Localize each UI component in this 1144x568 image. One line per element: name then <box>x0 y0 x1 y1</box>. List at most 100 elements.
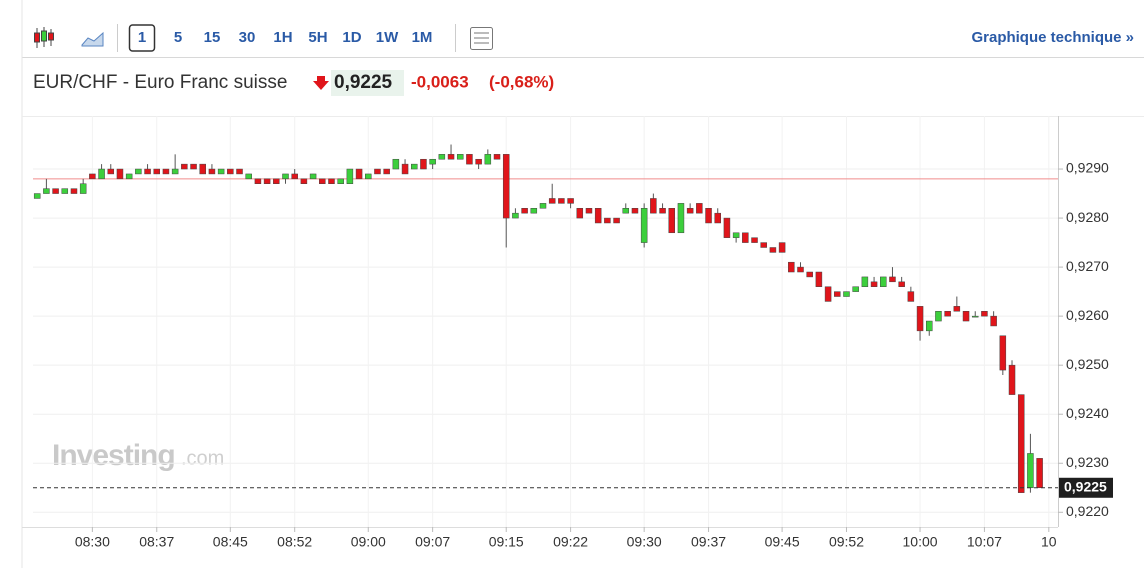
candle-icon[interactable] <box>34 27 54 48</box>
interval-button[interactable]: 15 <box>204 29 221 46</box>
candle-body <box>125 173 133 180</box>
last-price: 0,9225 <box>334 72 393 93</box>
interval-buttons: 1 5 15 30 1H 5H 1D 1W 1M <box>138 29 433 46</box>
candle-body <box>907 291 915 302</box>
candle-body <box>116 168 124 180</box>
candle-body <box>539 203 547 209</box>
candle-body <box>558 198 565 204</box>
candle-body <box>263 178 271 184</box>
candle-body <box>723 217 731 238</box>
candle-body <box>429 158 436 165</box>
down-arrow <box>313 76 329 90</box>
y-tick-label: 0,9230 <box>1066 454 1109 470</box>
candle-body <box>585 208 593 214</box>
x-tick-label: 09:37 <box>691 534 726 550</box>
candle-body <box>52 188 59 194</box>
candle-body <box>291 173 298 180</box>
candle-body <box>217 168 225 175</box>
candle-body <box>962 310 970 322</box>
candle-body <box>659 208 666 214</box>
candle-body <box>668 208 675 234</box>
candle-body <box>696 203 703 214</box>
candle-body <box>401 163 409 175</box>
interval-button[interactable]: 5H <box>308 29 327 46</box>
candle-body <box>273 178 280 184</box>
interval-button[interactable]: 1 <box>138 29 146 46</box>
x-tick-label: 10:07 <box>967 534 1002 550</box>
candle-body <box>346 168 354 184</box>
candle-body <box>337 178 344 184</box>
candle-body <box>190 163 197 170</box>
y-tick-label: 0,9220 <box>1066 503 1109 519</box>
candle-body <box>834 291 841 297</box>
candle-body <box>254 178 262 184</box>
candle-body <box>1036 458 1043 489</box>
candle-body <box>365 173 372 180</box>
candle-body <box>714 212 721 224</box>
y-tick-label: 0,9240 <box>1066 405 1109 421</box>
candle-body <box>677 203 685 234</box>
candle-body <box>392 158 400 170</box>
candle-body <box>889 276 896 283</box>
selected-interval <box>128 24 156 52</box>
interval-button[interactable]: 1D <box>342 29 361 46</box>
indicator-icon[interactable] <box>470 27 493 50</box>
technical-chart-link[interactable]: Graphique technique » <box>971 29 1134 46</box>
x-tick-label: 08:37 <box>139 534 174 550</box>
candle-body <box>171 168 179 175</box>
candle-body <box>926 320 933 332</box>
x-tick-label: 09:52 <box>829 534 864 550</box>
candle-body <box>245 173 252 180</box>
candle-body <box>181 163 188 170</box>
symbol-title: EUR/CHF - Euro Franc suisse <box>33 72 287 93</box>
candle-body <box>732 232 740 238</box>
candle-body <box>79 183 87 194</box>
candle-body <box>705 208 712 224</box>
x-tick-label: 08:52 <box>277 534 312 550</box>
candle-body <box>475 158 482 165</box>
candle-body <box>208 168 216 175</box>
candle-body <box>916 306 924 332</box>
candle-body <box>309 173 317 180</box>
candle-body <box>107 168 115 175</box>
x-tick-label: 09:07 <box>415 534 450 550</box>
candle-body <box>438 154 446 160</box>
plot-area: 0,9220 0,9230 0,9240 0,9250 0,9260 0,9270 0,92… <box>22 116 1113 550</box>
candle-body <box>567 198 574 204</box>
candle-body <box>824 286 832 302</box>
candle-body <box>135 168 142 175</box>
candle-body <box>227 168 234 175</box>
candle-body <box>650 198 657 214</box>
interval-button[interactable]: 30 <box>239 29 256 46</box>
y-tick-label: 0,9260 <box>1066 307 1109 323</box>
candle-body <box>300 178 308 184</box>
candle-body <box>778 242 786 253</box>
x-tick-label: 09:45 <box>765 534 800 550</box>
interval-button[interactable]: 1W <box>376 29 399 46</box>
candle-body <box>162 168 170 175</box>
x-tick-label: 09:22 <box>553 534 588 550</box>
candle-body <box>594 208 602 224</box>
candle-body <box>815 271 823 287</box>
candle-body <box>374 168 381 175</box>
x-tick-label: 10 <box>1041 534 1057 550</box>
candle-body <box>1017 394 1025 493</box>
candle-body <box>236 168 243 175</box>
candle-body <box>530 208 538 214</box>
candle-body <box>999 335 1007 371</box>
candle-body <box>898 281 905 287</box>
area-icon[interactable] <box>81 31 104 47</box>
y-tick-label: 0,9250 <box>1066 356 1109 372</box>
interval-button[interactable]: 1M <box>412 29 433 46</box>
interval-button[interactable]: 5 <box>174 29 182 46</box>
candle-body <box>742 232 749 243</box>
interval-button[interactable]: 1H <box>273 29 292 46</box>
candle-body <box>456 154 464 160</box>
candle-body <box>953 306 961 312</box>
candle-body <box>355 168 363 180</box>
candle-body <box>843 291 850 297</box>
candle-body <box>631 208 639 214</box>
candle-body <box>870 281 878 287</box>
candle-body <box>33 193 41 199</box>
